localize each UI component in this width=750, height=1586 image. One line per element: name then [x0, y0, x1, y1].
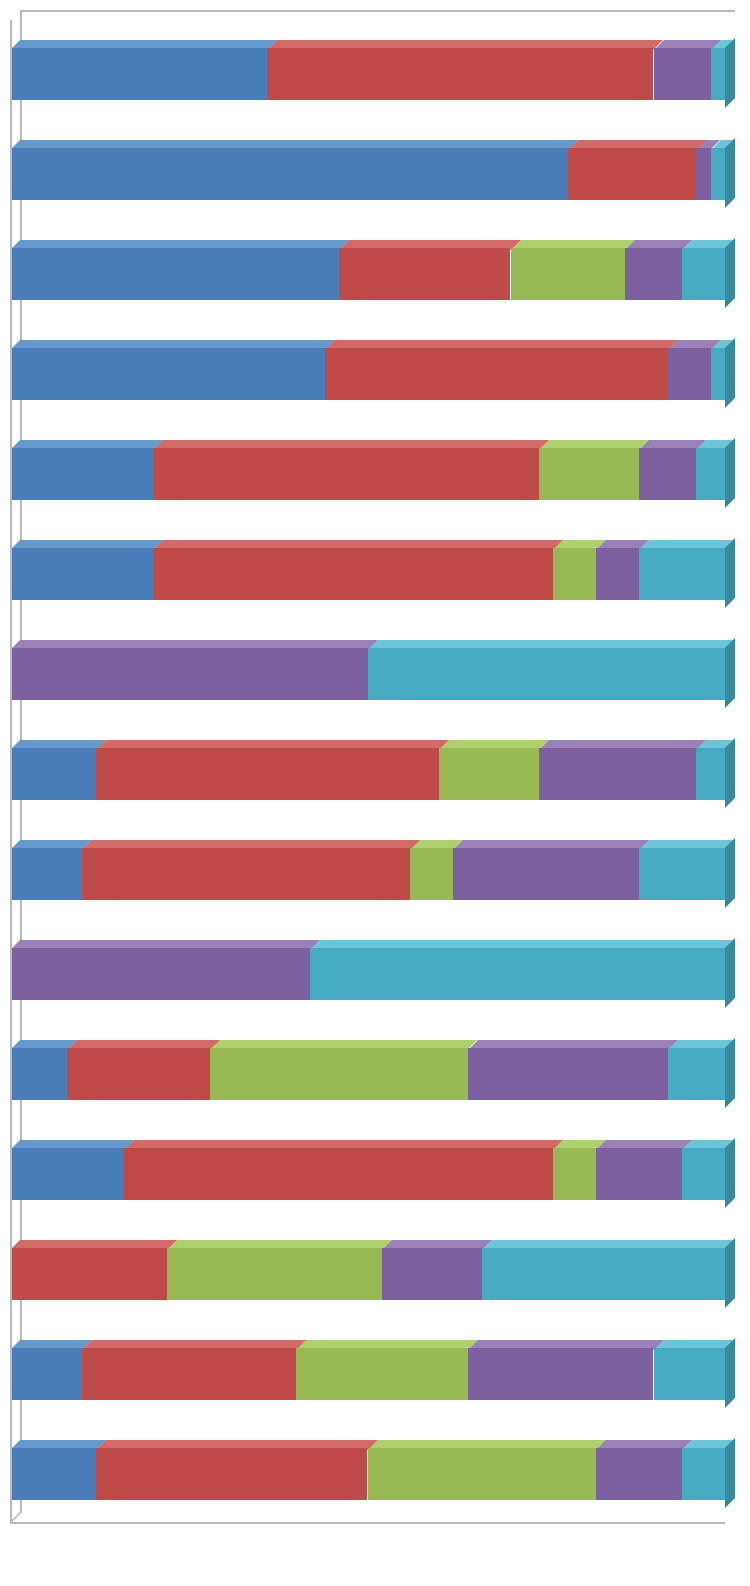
segment-edge-s5 — [725, 1238, 735, 1308]
segment-s2 — [67, 1048, 210, 1100]
bar-row — [10, 1140, 725, 1206]
segment-s5 — [682, 1448, 725, 1500]
segment-edge-s5 — [725, 1038, 735, 1108]
segment-edge-s5 — [725, 738, 735, 808]
segment-s4 — [468, 1348, 654, 1400]
segment-edge-s5 — [725, 138, 735, 208]
axis-line — [10, 20, 12, 1522]
bar-row — [10, 340, 725, 406]
segment-s2 — [568, 148, 697, 200]
segment-s3 — [553, 1148, 596, 1200]
bar-row — [10, 840, 725, 906]
segment-s4 — [468, 1048, 668, 1100]
segment-s4 — [596, 548, 639, 600]
segment-s2 — [10, 1248, 167, 1300]
segment-s1 — [10, 1148, 124, 1200]
segment-edge-s5 — [725, 438, 735, 508]
segment-s1 — [10, 348, 325, 400]
segment-s5 — [711, 48, 725, 100]
segment-s4 — [668, 348, 711, 400]
segment-s3 — [439, 748, 539, 800]
segment-s5 — [654, 1348, 726, 1400]
bar-row — [10, 1440, 725, 1506]
segment-s2 — [124, 1148, 553, 1200]
segment-s2 — [267, 48, 653, 100]
segment-s1 — [10, 1348, 82, 1400]
segment-s5 — [668, 1048, 725, 1100]
segment-s2 — [153, 448, 539, 500]
segment-s1 — [10, 48, 267, 100]
segment-s3 — [167, 1248, 382, 1300]
segment-s5 — [711, 148, 725, 200]
segment-s5 — [368, 648, 726, 700]
segment-s4 — [539, 748, 696, 800]
axis-line — [20, 10, 735, 12]
segment-s1 — [10, 248, 339, 300]
segment-edge-s5 — [725, 238, 735, 308]
segment-s2 — [82, 1348, 297, 1400]
segment-s1 — [10, 448, 153, 500]
segment-s3 — [553, 548, 596, 600]
segment-s5 — [639, 548, 725, 600]
segment-s3 — [368, 1448, 597, 1500]
segment-s1 — [10, 748, 96, 800]
segment-edge-s5 — [725, 38, 735, 108]
segment-s4 — [654, 48, 711, 100]
segment-s2 — [82, 848, 411, 900]
segment-edge-s5 — [725, 838, 735, 908]
segment-s5 — [310, 948, 725, 1000]
segment-s5 — [711, 348, 725, 400]
segment-s4 — [10, 648, 368, 700]
axis-line — [10, 1522, 725, 1524]
stacked-bar-chart — [0, 0, 750, 1586]
segment-s5 — [682, 1148, 725, 1200]
segment-s3 — [511, 248, 625, 300]
segment-s2 — [153, 548, 553, 600]
segment-edge-s5 — [725, 938, 735, 1008]
segment-s2 — [325, 348, 668, 400]
bar-row — [10, 940, 725, 1006]
segment-s4 — [625, 248, 682, 300]
segment-s2 — [96, 1448, 368, 1500]
bar-row — [10, 1240, 725, 1306]
bar-row — [10, 40, 725, 106]
segment-s1 — [10, 1048, 67, 1100]
bar-row — [10, 740, 725, 806]
bar-row — [10, 240, 725, 306]
segment-s1 — [10, 1448, 96, 1500]
segment-edge-s5 — [725, 338, 735, 408]
segment-edge-s5 — [725, 1338, 735, 1408]
segment-s4 — [453, 848, 639, 900]
segment-s3 — [539, 448, 639, 500]
bar-row — [10, 640, 725, 706]
segment-edge-s5 — [725, 1438, 735, 1508]
segment-s4 — [596, 1148, 682, 1200]
segment-s4 — [10, 948, 310, 1000]
bar-row — [10, 440, 725, 506]
segment-edge-s5 — [725, 638, 735, 708]
bar-row — [10, 540, 725, 606]
segment-s2 — [339, 248, 511, 300]
segment-s5 — [482, 1248, 725, 1300]
bar-row — [10, 140, 725, 206]
segment-s2 — [96, 748, 439, 800]
segment-s5 — [696, 448, 725, 500]
segment-edge-s5 — [725, 538, 735, 608]
segment-s3 — [410, 848, 453, 900]
segment-s4 — [639, 448, 696, 500]
segment-s1 — [10, 548, 153, 600]
segment-s1 — [10, 848, 82, 900]
bar-row — [10, 1340, 725, 1406]
segment-s4 — [596, 1448, 682, 1500]
segment-edge-s5 — [725, 1138, 735, 1208]
segment-s4 — [696, 148, 710, 200]
bar-row — [10, 1040, 725, 1106]
segment-s5 — [682, 248, 725, 300]
segment-s4 — [382, 1248, 482, 1300]
segment-s5 — [639, 848, 725, 900]
segment-s3 — [210, 1048, 467, 1100]
segment-s5 — [696, 748, 725, 800]
segment-s3 — [296, 1348, 468, 1400]
segment-s1 — [10, 148, 568, 200]
